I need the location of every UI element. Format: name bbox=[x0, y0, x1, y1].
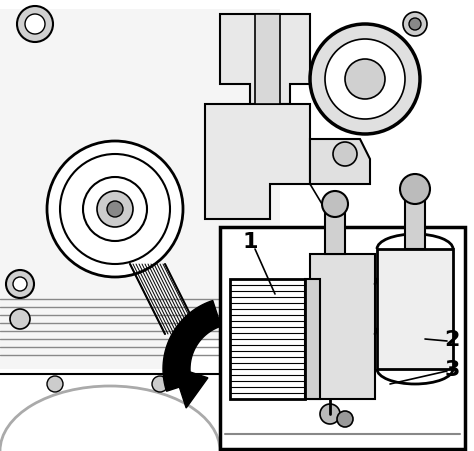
Polygon shape bbox=[310, 140, 370, 184]
Polygon shape bbox=[310, 254, 375, 399]
Polygon shape bbox=[255, 15, 280, 105]
Circle shape bbox=[47, 376, 63, 392]
Circle shape bbox=[6, 271, 34, 299]
Circle shape bbox=[310, 25, 420, 135]
Circle shape bbox=[17, 7, 53, 43]
Polygon shape bbox=[220, 15, 310, 105]
Bar bbox=[405, 194, 425, 249]
Text: 2: 2 bbox=[444, 329, 460, 349]
Circle shape bbox=[400, 175, 430, 205]
Circle shape bbox=[345, 60, 385, 100]
Polygon shape bbox=[205, 105, 310, 220]
Circle shape bbox=[47, 142, 183, 277]
Circle shape bbox=[320, 404, 340, 424]
Circle shape bbox=[83, 178, 147, 241]
Bar bbox=[377, 249, 453, 369]
Circle shape bbox=[333, 143, 357, 166]
Polygon shape bbox=[0, 10, 280, 369]
Bar bbox=[305, 279, 320, 399]
Circle shape bbox=[325, 40, 405, 120]
Polygon shape bbox=[173, 366, 208, 408]
Circle shape bbox=[13, 277, 27, 291]
Circle shape bbox=[60, 155, 170, 264]
Circle shape bbox=[97, 192, 133, 227]
Polygon shape bbox=[163, 301, 221, 391]
Circle shape bbox=[107, 202, 123, 217]
Circle shape bbox=[403, 13, 427, 37]
Circle shape bbox=[10, 309, 30, 329]
Circle shape bbox=[409, 19, 421, 31]
Circle shape bbox=[25, 15, 45, 35]
Circle shape bbox=[152, 376, 168, 392]
Bar bbox=[230, 279, 305, 399]
Text: 1: 1 bbox=[242, 231, 258, 252]
Text: 3: 3 bbox=[444, 359, 460, 379]
Circle shape bbox=[337, 411, 353, 427]
Bar bbox=[325, 210, 345, 254]
Circle shape bbox=[322, 192, 348, 217]
Bar bbox=[220, 227, 465, 449]
